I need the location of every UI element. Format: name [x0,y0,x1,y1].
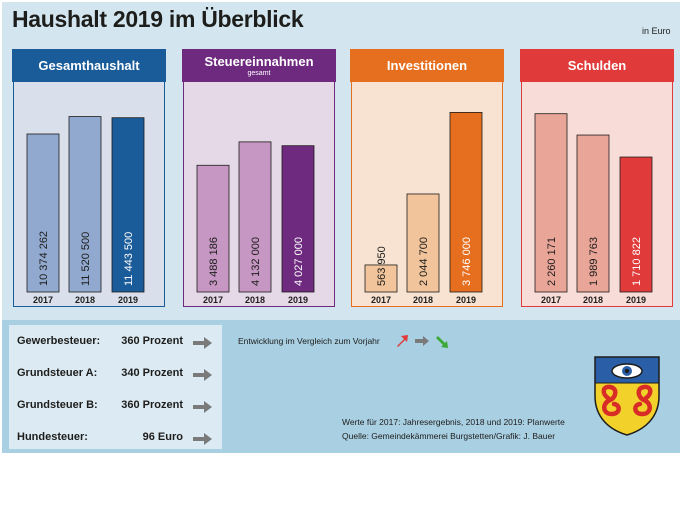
panel-header: Gesamthaushalt [12,49,166,82]
year-tick-label: 2017 [203,295,223,305]
footnote-source: Quelle: Gemeindekämmerei Burgstetten/Gra… [342,431,556,441]
bar-value-label: 4 027 000 [293,237,305,286]
bar-value-label: 10 374 262 [38,231,50,286]
tax-value: 360 Prozent [121,335,183,347]
trend-same-arrow-icon [193,433,212,445]
year-tick-label: 2018 [413,295,433,305]
year-tick-label: 2018 [75,295,95,305]
tax-name: Gewerbesteuer: [17,335,101,347]
bar-value-label: 1 989 763 [588,237,600,286]
burgstetten-crest-icon [594,356,660,436]
bar-value-label: 2 044 700 [418,237,430,286]
tax-name: Grundsteuer A: [17,367,98,379]
tax-row: Grundsteuer B: 360 Prozent [9,397,222,417]
bar-value-label: 3 746 000 [461,237,473,286]
main-title: Haushalt 2019 im Überblick [12,6,304,32]
panel-title: Schulden [567,58,627,73]
tax-row: Gewerbesteuer: 360 Prozent [9,333,222,353]
panel-body: 563 950 2017 2 044 700 2018 3 746 000 2019 [351,82,503,307]
tax-rate-table: Gewerbesteuer: 360 Prozent Grundsteuer A… [9,325,222,449]
bar-2018 [406,193,440,293]
bar-chart: 10 374 262 2017 11 520 500 2018 11 443 500 20… [26,116,145,305]
unit-label: in Euro [642,26,671,36]
trend-up-arrow-icon [397,335,408,347]
panel-title: Steuereinnahmen [204,54,314,69]
panel-header: Investitionen [350,49,504,82]
bar-value-label: 11 520 500 [80,232,92,286]
bar-value-label: 563 950 [376,246,388,286]
panel-schulden: Schulden 2 260 171 2017 1 989 763 2018 1 710… [520,49,674,308]
year-tick-label: 2018 [245,295,265,305]
bar-2018 [576,134,610,293]
year-tick-label: 2017 [33,295,53,305]
trend-same-arrow-icon [193,337,212,349]
tax-row: Grundsteuer A: 340 Prozent [9,365,222,385]
bar-chart: 2 260 171 2017 1 989 763 2018 1 710 822 2019 [534,113,653,305]
bar-2019 [449,112,483,293]
bar-2017 [534,113,568,293]
year-tick-label: 2018 [583,295,603,305]
bar-2018 [68,116,102,293]
footnote-values: Werte für 2017: Jahresergebnis, 2018 und… [342,417,565,427]
panel-body: 10 374 262 2017 11 520 500 2018 11 443 500 20… [13,82,165,307]
year-tick-label: 2019 [626,295,646,305]
tax-name: Grundsteuer B: [17,399,98,411]
year-tick-label: 2019 [118,295,138,305]
panel-title: Investitionen [386,58,468,73]
panel-title: Gesamthaushalt [38,58,140,73]
panel-gesamthaushalt: Gesamthaushalt 10 374 262 2017 11 520 500 2… [12,49,166,308]
bar-2017 [26,133,60,293]
tax-value: 340 Prozent [121,367,183,379]
panel-body: 3 488 186 2017 4 132 000 2018 4 027 000 2019 [183,82,335,307]
year-tick-label: 2017 [541,295,561,305]
trend-same-arrow-icon [193,369,212,381]
trend-same-arrow-icon [193,401,212,413]
bar-value-label: 1 710 822 [631,237,643,286]
tax-name: Hundesteuer: [17,431,88,443]
year-tick-label: 2019 [456,295,476,305]
bar-2019 [619,156,653,293]
bar-2018 [238,141,272,293]
tax-row: Hundesteuer: 96 Euro [9,429,222,449]
panel-header: Steuereinnahmen gesamt [182,49,336,82]
panel-body: 2 260 171 2017 1 989 763 2018 1 710 822 2019 [521,82,673,307]
bar-2017 [364,264,398,293]
trend-same-arrow-icon [415,336,429,346]
trend-legend-text: Entwicklung im Vergleich zum Vorjahr [238,336,380,346]
bar-2019 [281,145,315,293]
tax-value: 360 Prozent [121,399,183,411]
infographic: Haushalt 2019 im Überblick in Euro Gesam… [2,2,680,453]
bar-value-label: 2 260 171 [546,237,558,286]
panel-subtitle: gesamt [247,70,271,77]
bar-value-label: 3 488 186 [208,237,220,286]
bar-2019 [111,117,145,293]
panel-steuereinnahmen: Steuereinnahmen gesamt 3 488 186 2017 4 13… [182,49,336,308]
bar-value-label: 4 132 000 [250,237,262,286]
bar-chart: 3 488 186 2017 4 132 000 2018 4 027 000 2019 [196,141,315,305]
year-tick-label: 2017 [371,295,391,305]
trend-legend-icons [397,335,448,348]
bar-chart: 563 950 2017 2 044 700 2018 3 746 000 2019 [364,112,483,305]
bar-2017 [196,164,230,293]
year-tick-label: 2019 [288,295,308,305]
bar-value-label: 11 443 500 [123,232,135,286]
trend-down-arrow-icon [436,336,448,348]
tax-info-area: Gewerbesteuer: 360 Prozent Grundsteuer A… [2,320,680,453]
panel-header: Schulden [520,49,674,82]
panel-investitionen: Investitionen 563 950 2017 2 044 700 2018 3 … [350,49,504,308]
tax-value: 96 Euro [142,431,183,443]
